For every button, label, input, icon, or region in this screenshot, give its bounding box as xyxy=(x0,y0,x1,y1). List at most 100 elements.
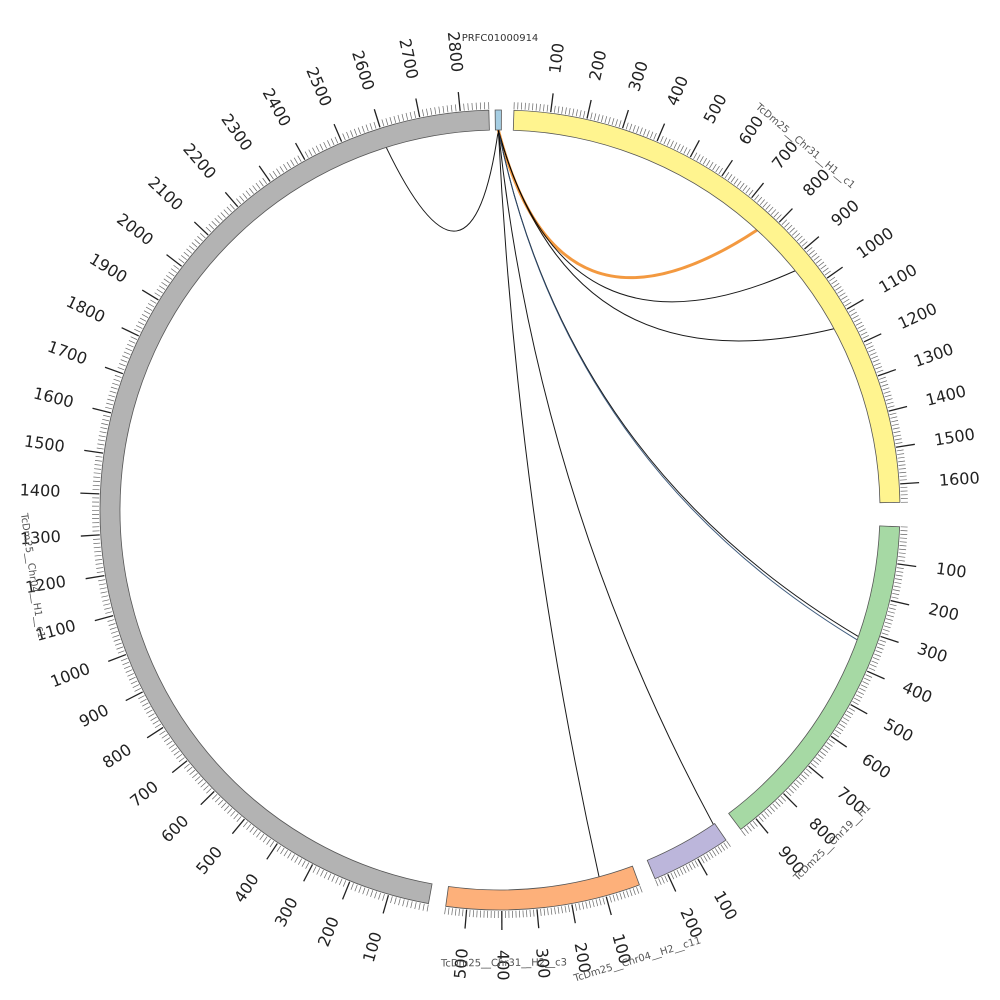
minor-tick xyxy=(575,109,578,117)
minor-tick xyxy=(786,224,793,231)
minor-tick xyxy=(269,173,274,180)
minor-tick xyxy=(887,611,895,614)
minor-tick xyxy=(780,795,787,802)
minor-tick xyxy=(120,359,128,363)
segment-c31h1 xyxy=(512,109,901,504)
minor-tick xyxy=(730,176,736,183)
major-tick xyxy=(826,266,844,279)
minor-tick xyxy=(114,374,122,378)
major-tick xyxy=(621,109,630,129)
minor-tick xyxy=(706,853,711,860)
minor-tick xyxy=(93,538,101,540)
minor-tick xyxy=(757,196,763,203)
major-tick xyxy=(294,142,306,161)
major-tick xyxy=(200,790,215,806)
minor-tick xyxy=(106,402,114,406)
minor-tick xyxy=(183,763,190,769)
minor-tick xyxy=(745,187,751,194)
tick-label: 900 xyxy=(827,196,863,230)
tick-label: 200 xyxy=(676,905,706,941)
minor-tick xyxy=(535,103,538,111)
minor-tick xyxy=(467,103,469,111)
minor-tick xyxy=(297,858,303,865)
tick-label: 300 xyxy=(271,894,302,930)
minor-tick xyxy=(837,726,844,732)
minor-tick xyxy=(885,618,893,621)
minor-tick xyxy=(141,314,149,319)
major-tick xyxy=(900,482,920,485)
minor-tick xyxy=(108,394,116,398)
major-tick xyxy=(586,99,592,119)
minor-tick xyxy=(93,472,101,474)
minor-tick xyxy=(390,896,393,904)
minor-tick xyxy=(276,168,281,175)
minor-tick xyxy=(895,574,903,577)
minor-tick xyxy=(872,657,880,661)
minor-tick xyxy=(114,642,122,646)
minor-tick xyxy=(773,211,779,218)
minor-tick xyxy=(581,902,585,910)
tick-label: 300 xyxy=(625,59,652,94)
minor-tick xyxy=(413,111,416,119)
minor-tick xyxy=(192,773,198,779)
minor-tick xyxy=(217,215,223,221)
minor-tick xyxy=(123,665,131,669)
minor-tick xyxy=(294,856,299,863)
tick-label: 1700 xyxy=(45,337,90,369)
minor-tick xyxy=(898,556,906,558)
minor-tick xyxy=(458,908,460,916)
minor-tick xyxy=(865,674,873,678)
minor-tick xyxy=(891,423,899,426)
minor-tick xyxy=(793,782,800,788)
segment-c04h1 xyxy=(99,109,490,905)
minor-tick xyxy=(183,251,190,257)
minor-tick xyxy=(165,275,173,280)
minor-tick xyxy=(426,904,429,912)
minor-tick xyxy=(178,757,185,763)
tick-label: 1000 xyxy=(853,223,897,262)
minor-tick xyxy=(130,336,138,340)
minor-tick xyxy=(691,861,696,869)
minor-tick xyxy=(547,908,549,916)
minor-tick xyxy=(176,753,183,759)
minor-tick xyxy=(726,840,731,847)
minor-tick xyxy=(116,646,124,650)
minor-tick xyxy=(365,124,369,132)
minor-tick xyxy=(543,908,546,916)
minor-tick xyxy=(94,550,102,553)
tick-label: 700 xyxy=(126,777,162,811)
segment-name-c31h1: TcDm25__Chr31__H1__c1 xyxy=(752,101,856,191)
minor-tick xyxy=(426,108,429,116)
minor-tick xyxy=(297,155,302,162)
minor-tick xyxy=(451,908,453,916)
tick-label: 1400 xyxy=(924,381,968,409)
minor-tick xyxy=(676,143,681,151)
major-tick xyxy=(382,894,390,914)
minor-tick xyxy=(879,639,887,643)
minor-tick xyxy=(583,110,586,118)
segment-c19h1 xyxy=(728,525,901,831)
major-tick xyxy=(303,864,314,882)
minor-tick xyxy=(224,805,230,811)
major-tick xyxy=(141,289,159,301)
minor-tick xyxy=(316,868,321,875)
minor-tick xyxy=(829,276,836,282)
minor-tick xyxy=(860,331,868,336)
minor-tick xyxy=(173,750,180,756)
minor-tick xyxy=(394,897,397,905)
minor-tick xyxy=(137,321,145,326)
minor-tick xyxy=(252,185,258,192)
minor-tick xyxy=(744,827,749,834)
minor-tick xyxy=(194,776,201,782)
minor-tick xyxy=(688,863,693,871)
minor-tick xyxy=(616,893,619,901)
minor-tick xyxy=(843,298,850,304)
major-tick xyxy=(121,327,140,337)
minor-tick xyxy=(880,380,888,384)
minor-tick xyxy=(764,811,770,817)
minor-tick xyxy=(739,182,745,189)
minor-tick xyxy=(863,677,871,682)
minor-tick xyxy=(724,172,730,179)
minor-tick xyxy=(401,113,405,121)
minor-tick xyxy=(860,684,868,689)
